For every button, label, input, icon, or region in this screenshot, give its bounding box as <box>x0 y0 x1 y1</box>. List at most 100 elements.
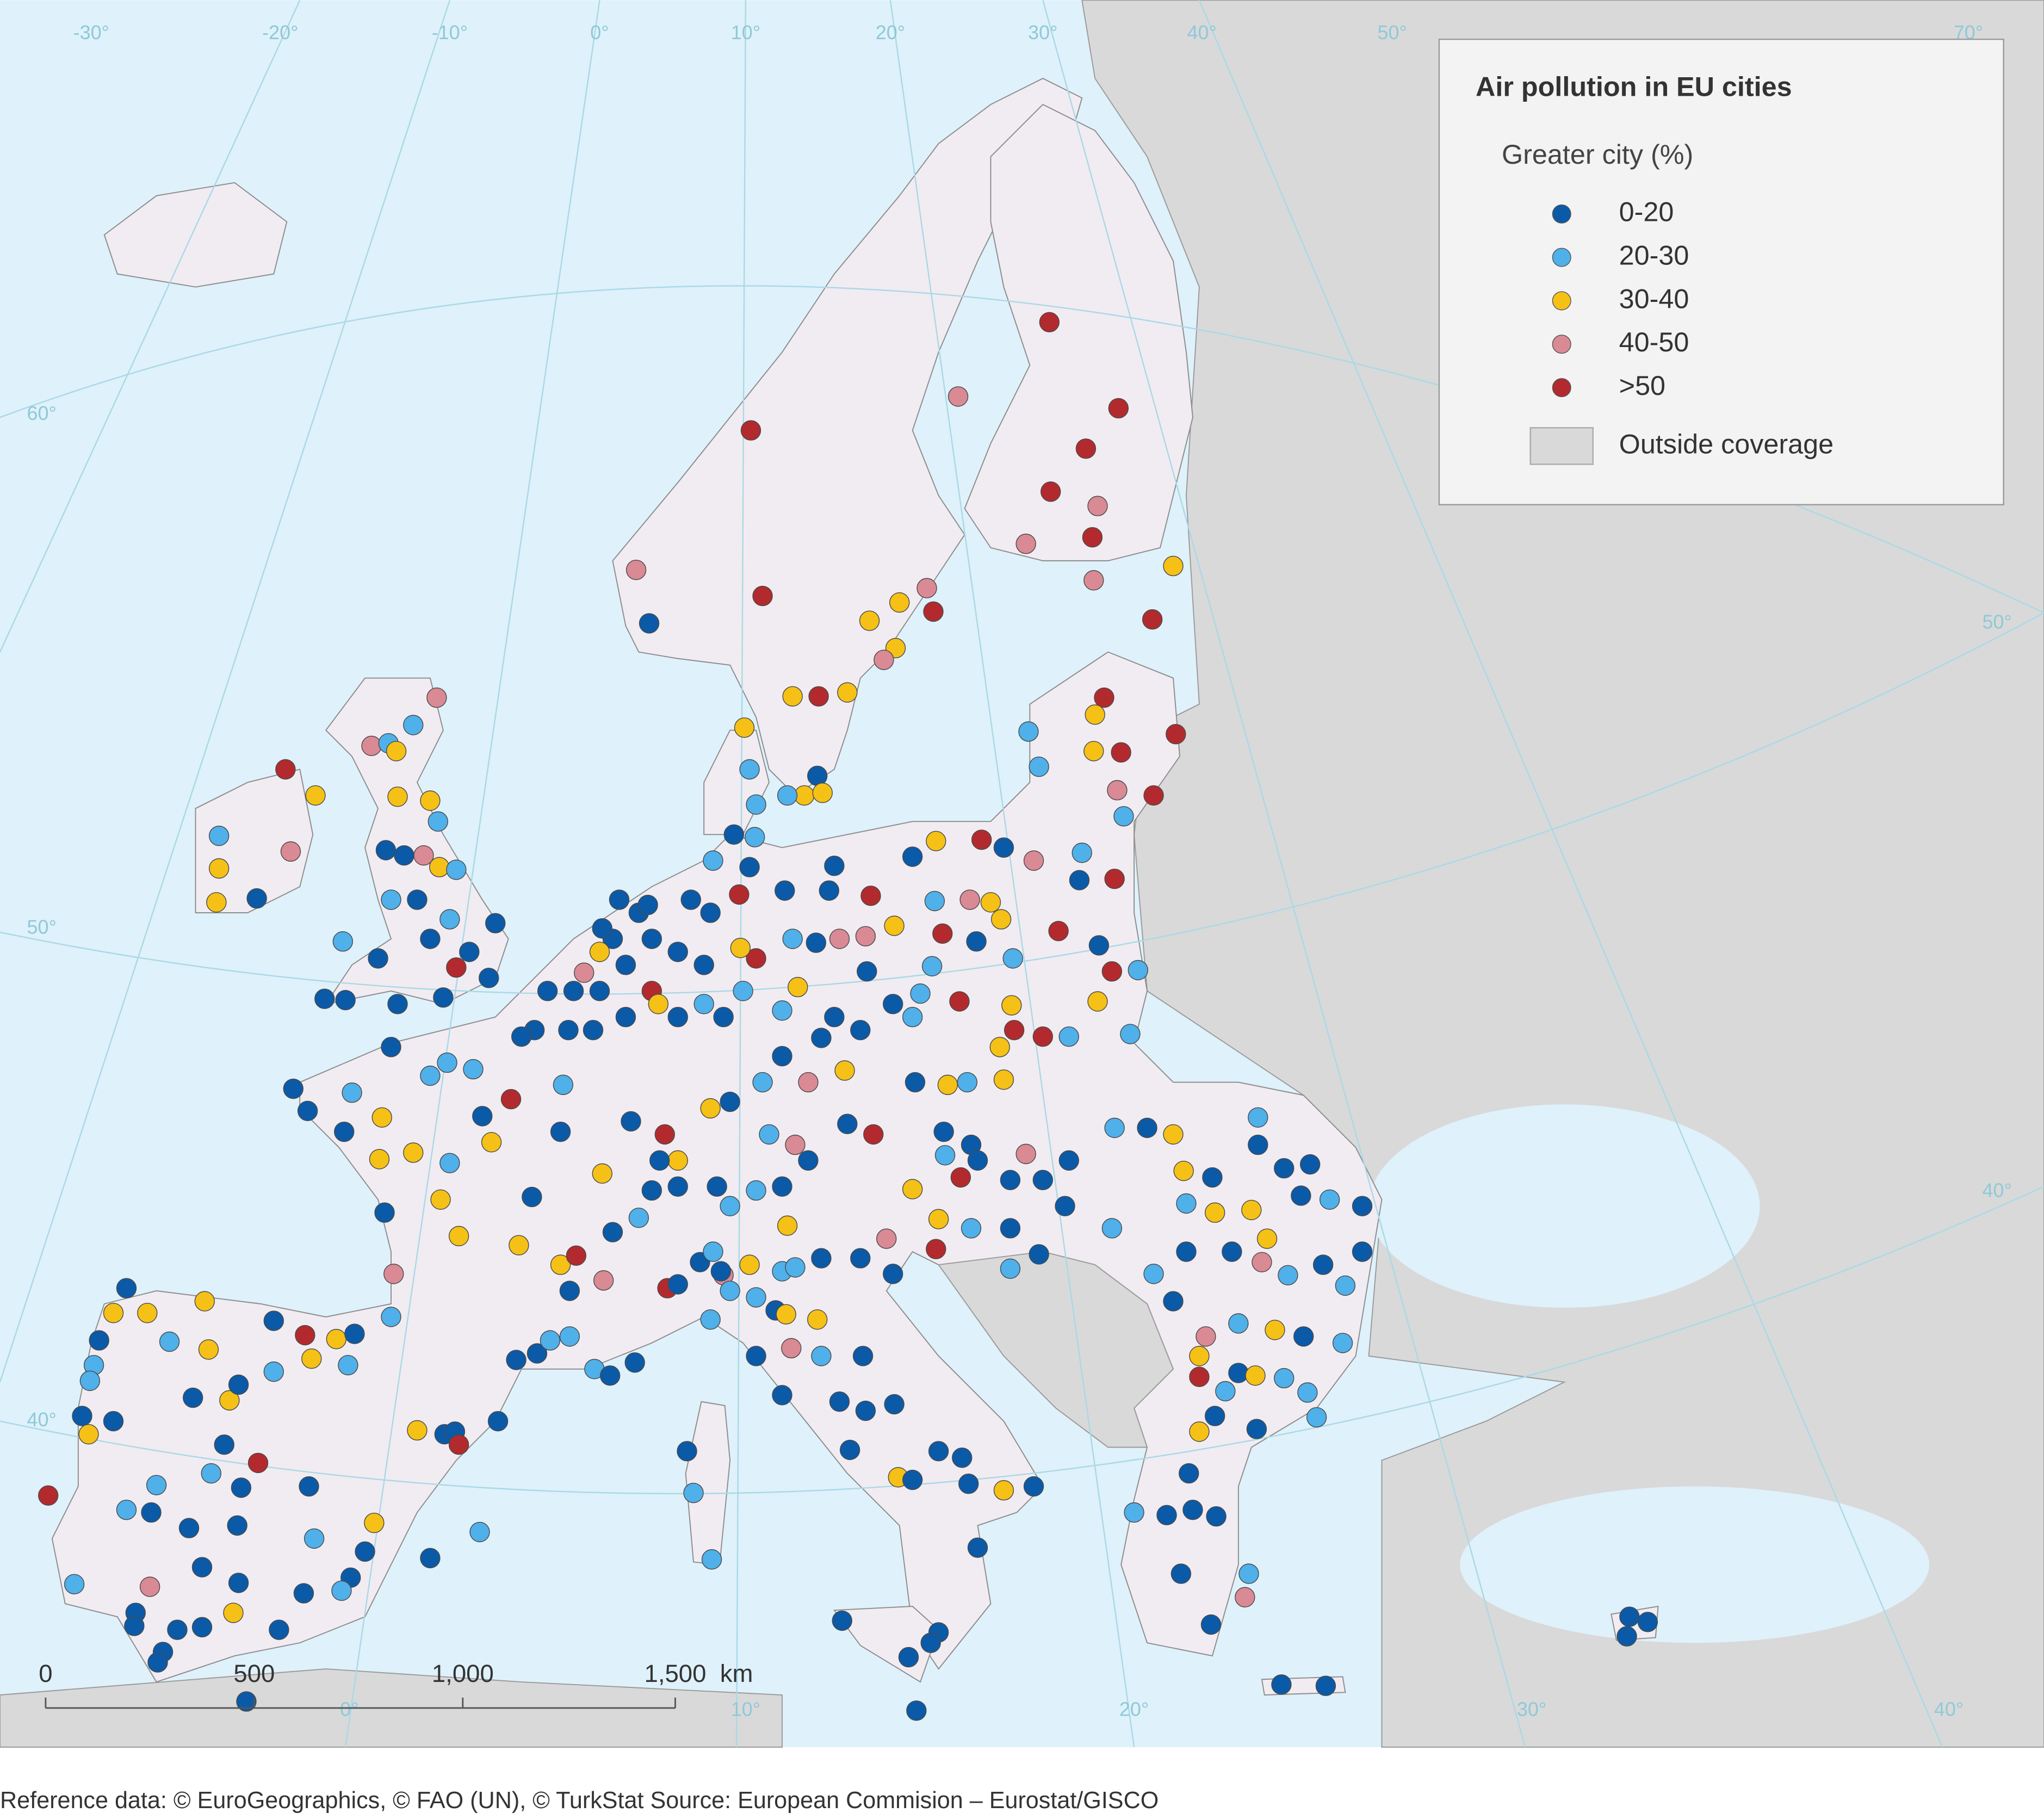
city-marker <box>231 1477 252 1498</box>
city-marker <box>1332 1333 1353 1353</box>
city-marker <box>338 1354 358 1376</box>
city-marker <box>1200 1614 1222 1635</box>
city-marker <box>550 1121 571 1142</box>
city-marker <box>641 1180 662 1201</box>
city-marker <box>1039 312 1060 332</box>
city-marker <box>299 1476 319 1497</box>
city-marker <box>344 1323 365 1344</box>
city-marker <box>1335 1275 1356 1296</box>
city-marker <box>1246 1419 1267 1439</box>
city-marker <box>993 1069 1014 1090</box>
city-marker <box>785 1257 806 1278</box>
city-marker <box>967 1150 988 1171</box>
city-marker <box>1001 995 1022 1016</box>
city-marker <box>236 1691 257 1712</box>
city-marker <box>707 1176 727 1197</box>
city-marker <box>403 715 424 735</box>
city-marker <box>1069 870 1090 890</box>
city-marker <box>275 759 296 780</box>
city-marker <box>481 1132 502 1153</box>
city-marker <box>553 1074 574 1096</box>
city-marker <box>426 687 447 708</box>
legend-items: 0-20 20-30 30-40 40-50 >50 <box>1552 196 1689 401</box>
city-marker <box>1124 1502 1144 1523</box>
city-marker <box>1000 1218 1021 1239</box>
city-marker <box>902 1179 923 1199</box>
city-marker <box>139 1576 160 1597</box>
city-marker <box>772 1000 792 1021</box>
city-marker <box>1104 868 1125 889</box>
city-marker <box>407 1420 428 1441</box>
city-marker <box>759 1124 779 1145</box>
city-marker <box>837 1113 858 1134</box>
graticule-label: 10° <box>731 21 760 44</box>
city-marker <box>811 1028 832 1048</box>
city-marker <box>729 884 750 905</box>
city-marker <box>961 1218 982 1239</box>
city-marker <box>559 1280 580 1301</box>
legend-label: 0-20 <box>1619 196 1674 227</box>
city-marker <box>1235 1587 1255 1607</box>
city-marker <box>334 1121 355 1142</box>
city-marker <box>990 909 1012 930</box>
city-marker <box>208 825 230 846</box>
city-marker <box>371 1107 392 1128</box>
city-marker <box>293 1583 314 1604</box>
city-marker <box>469 1521 490 1543</box>
city-marker <box>305 785 326 806</box>
legend-label: 40-50 <box>1619 326 1689 357</box>
city-marker <box>364 1512 385 1533</box>
scandinavia <box>612 78 1083 796</box>
legend-subtitle: Greater city (%) <box>1502 139 1693 170</box>
city-marker <box>720 1196 740 1216</box>
city-marker <box>811 1248 832 1269</box>
city-marker <box>700 1309 721 1330</box>
city-marker <box>509 1235 529 1255</box>
city-marker <box>1297 1382 1318 1403</box>
city-marker <box>599 1365 621 1386</box>
city-marker <box>141 1502 162 1523</box>
city-marker <box>926 1239 946 1260</box>
city-marker <box>472 1106 493 1127</box>
city-marker <box>957 1072 978 1093</box>
city-marker <box>1299 1154 1321 1175</box>
city-marker <box>807 1309 828 1330</box>
city-marker <box>1004 1019 1025 1041</box>
city-marker <box>387 994 408 1014</box>
city-marker <box>332 931 354 952</box>
city-marker <box>621 1111 641 1132</box>
city-marker <box>1040 481 1061 502</box>
city-marker <box>459 942 480 962</box>
graticule-label: 40° <box>1187 21 1217 44</box>
city-marker <box>1637 1612 1658 1632</box>
city-marker <box>782 686 803 707</box>
city-marker <box>734 717 755 738</box>
city-marker <box>1215 1381 1236 1402</box>
city-marker <box>850 1019 871 1041</box>
scale-label: 1,000 <box>432 1660 494 1687</box>
city-marker <box>1291 1185 1311 1206</box>
city-marker <box>1619 1606 1640 1627</box>
legend-marker <box>1552 204 1571 224</box>
graticule-label: 10° <box>731 1698 760 1720</box>
city-marker <box>1222 1241 1242 1262</box>
graticule-label: 0° <box>340 1698 358 1720</box>
legend-label: 20-30 <box>1619 239 1689 270</box>
city-marker <box>583 1019 604 1041</box>
city-marker <box>937 1074 958 1096</box>
city-marker <box>1032 1026 1054 1047</box>
city-marker <box>1048 920 1069 942</box>
city-marker <box>394 845 414 866</box>
city-marker <box>1248 1134 1268 1155</box>
meridian <box>0 0 450 1383</box>
city-marker <box>860 886 881 906</box>
city-marker <box>1111 742 1131 763</box>
legend-swatch <box>1529 427 1594 465</box>
city-marker <box>407 889 428 910</box>
legend-label: >50 <box>1619 370 1665 401</box>
city-marker <box>639 613 660 634</box>
iceland <box>103 182 288 288</box>
city-marker <box>1293 1326 1314 1347</box>
city-marker <box>219 1390 240 1411</box>
city-marker <box>746 794 766 815</box>
